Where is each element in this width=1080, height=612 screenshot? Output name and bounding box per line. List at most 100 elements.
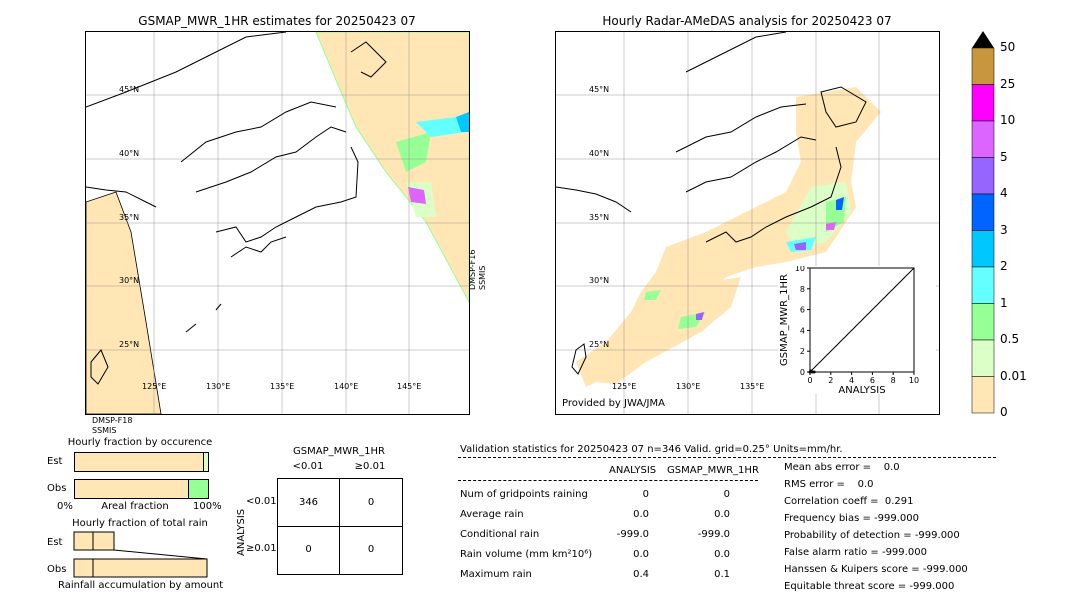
fraction-total-obs-label: Obs bbox=[47, 564, 67, 575]
left-sensor-right-2: SSMIS bbox=[478, 265, 487, 291]
fraction-occurrence-est-rest bbox=[203, 453, 208, 471]
validation-header: Validation statistics for 20250423 07 n=… bbox=[460, 444, 843, 455]
validation-score: False alarm ratio = -999.000 bbox=[784, 547, 927, 558]
colorbar-label: 10 bbox=[1000, 113, 1016, 127]
fraction-occurrence-est-bar bbox=[74, 452, 209, 472]
fraction-total-chart bbox=[73, 531, 208, 578]
contingency-cell: 0 bbox=[305, 544, 312, 555]
validation-score: Hanssen & Kuipers score = -999.000 bbox=[784, 564, 968, 575]
validation-row-analysis: 0.4 bbox=[633, 569, 649, 580]
scatter-ytick-label: 8 bbox=[800, 285, 805, 294]
colorbar-label: 4 bbox=[1000, 186, 1008, 200]
scatter-point bbox=[810, 370, 814, 374]
colorbar-label: 0.5 bbox=[1000, 332, 1020, 346]
left-map-title: GSMAP_MWR_1HR estimates for 20250423 07 bbox=[138, 14, 416, 28]
left-lat-label: 45°N bbox=[119, 85, 140, 94]
contingency-col-lt: <0.01 bbox=[292, 461, 324, 472]
fraction-occurrence-est-label: Est bbox=[47, 456, 63, 467]
left-sensor-bottom-2: SSMIS bbox=[92, 426, 117, 435]
right-lat-label: 30°N bbox=[589, 276, 610, 285]
fraction-occurrence-title: Hourly fraction by occurence bbox=[67, 437, 213, 448]
right-lat-label: 45°N bbox=[589, 85, 610, 94]
scatter-ytick-label: 4 bbox=[800, 326, 805, 335]
colorbar-cell bbox=[971, 339, 995, 377]
right-lat-label: 35°N bbox=[589, 213, 610, 222]
colorbar-label: 1 bbox=[1000, 295, 1008, 310]
left-lon-label: 125°E bbox=[142, 382, 167, 391]
contingency-cell: 346 bbox=[298, 497, 319, 508]
colorbar-cell bbox=[971, 120, 995, 158]
right-lat-label: 25°N bbox=[589, 340, 610, 349]
colorbar-cell bbox=[971, 303, 995, 341]
fraction-occurrence-axis-mid: Areal fraction bbox=[101, 501, 169, 512]
colorbar-cell bbox=[971, 230, 995, 268]
scatter-xtick-label: 0 bbox=[807, 376, 812, 385]
fraction-occurrence-axis-right: 100% bbox=[193, 501, 222, 512]
left-map-canvas bbox=[86, 32, 469, 414]
left-map: 45°N 40°N 35°N 30°N 25°N 125°E 130°E 135… bbox=[85, 31, 470, 415]
validation-row-analysis: 0 bbox=[642, 489, 649, 500]
colorbar-label: 3 bbox=[1000, 222, 1008, 237]
left-lat-label: 30°N bbox=[119, 276, 140, 285]
fraction-occurrence-obs-label: Obs bbox=[47, 483, 67, 494]
contingency-cell: 0 bbox=[367, 497, 375, 508]
right-map-canvas bbox=[556, 32, 939, 414]
fraction-occurrence-obs-bar bbox=[74, 479, 209, 499]
left-lat-label: 25°N bbox=[119, 340, 140, 349]
scatter-xlabel: ANALYSIS bbox=[838, 385, 885, 394]
right-lon-label: 135°E bbox=[740, 382, 765, 391]
validation-score: Frequency bias = -999.000 bbox=[784, 513, 919, 524]
colorbar-label: 0 bbox=[1000, 405, 1008, 419]
validation-row-gsmap: 0 bbox=[723, 489, 730, 500]
contingency-row-lt: <0.01 bbox=[246, 496, 277, 507]
colorbar-cell bbox=[971, 84, 995, 122]
validation-row-analysis: -999.0 bbox=[616, 529, 649, 540]
scatter-ytick-label: 2 bbox=[800, 347, 805, 356]
contingency-col-ge: ≥0.01 bbox=[354, 461, 386, 472]
colorbar-label: 5 bbox=[1000, 149, 1008, 164]
scatter-diagonal bbox=[809, 267, 915, 373]
left-lon-label: 135°E bbox=[270, 382, 295, 391]
colorbar-cell bbox=[971, 47, 995, 85]
left-lat-label: 35°N bbox=[119, 213, 140, 222]
scatter-xtick-label: 10 bbox=[909, 376, 919, 385]
scatter-ytick-label: 10 bbox=[795, 266, 805, 273]
fraction-total-title: Hourly fraction of total rain bbox=[72, 518, 208, 529]
validation-row-label: Rain volume (mm km²10⁶) bbox=[460, 549, 593, 560]
validation-row-label: Maximum rain bbox=[460, 569, 532, 580]
colorbar-over-arrow bbox=[972, 31, 994, 48]
contingency-title: GSMAP_MWR_1HR bbox=[293, 446, 385, 457]
right-map: 45°N 40°N 35°N 30°N 25°N 125°E 130°E 135… bbox=[555, 31, 940, 415]
validation-score: RMS error = 0.0 bbox=[784, 479, 874, 490]
validation-row-gsmap: -999.0 bbox=[697, 529, 730, 540]
validation-row-analysis: 0.0 bbox=[633, 509, 649, 520]
validation-score: Mean abs error = 0.0 bbox=[784, 462, 900, 473]
scatter-ylabel: GSMAP_MWR_1HR bbox=[779, 274, 790, 366]
left-lon-label: 140°E bbox=[334, 382, 359, 391]
validation-col-divider bbox=[458, 480, 758, 481]
colorbar-cell bbox=[971, 157, 995, 195]
scatter-ytick-label: 6 bbox=[800, 306, 805, 315]
left-sensor-bottom-1: DMSP-F18 bbox=[92, 416, 133, 425]
contingency-table: 346 0 0 0 bbox=[277, 478, 403, 575]
left-lon-label: 130°E bbox=[206, 382, 231, 391]
scatter-point bbox=[812, 370, 816, 374]
right-lon-label: 125°E bbox=[612, 382, 637, 391]
fraction-total-est-label: Est bbox=[47, 537, 63, 548]
right-lat-label: 40°N bbox=[589, 149, 610, 158]
scatter-xtick-label: 8 bbox=[891, 376, 896, 385]
validation-row-gsmap: 0.0 bbox=[714, 509, 730, 520]
colorbar-label: 50 bbox=[1000, 40, 1016, 54]
fraction-occurrence-obs-fill bbox=[75, 480, 190, 498]
contingency-row-ge: ≥0.01 bbox=[246, 543, 277, 554]
validation-col-analysis: ANALYSIS bbox=[609, 465, 657, 476]
fraction-occurrence-axis-left: 0% bbox=[57, 501, 73, 512]
validation-col-gsmap: GSMAP_MWR_1HR bbox=[667, 465, 759, 476]
left-lon-label: 145°E bbox=[397, 382, 422, 391]
colorbar-label: 2 bbox=[1000, 259, 1008, 273]
colorbar bbox=[971, 31, 995, 414]
left-lat-label: 40°N bbox=[119, 149, 140, 158]
validation-score: Equitable threat score = -999.000 bbox=[784, 581, 955, 592]
validation-score: Correlation coeff = 0.291 bbox=[784, 496, 914, 507]
scatter-xtick-label: 6 bbox=[870, 376, 875, 385]
